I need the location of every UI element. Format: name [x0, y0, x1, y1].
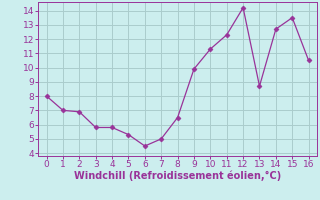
X-axis label: Windchill (Refroidissement éolien,°C): Windchill (Refroidissement éolien,°C)	[74, 171, 281, 181]
